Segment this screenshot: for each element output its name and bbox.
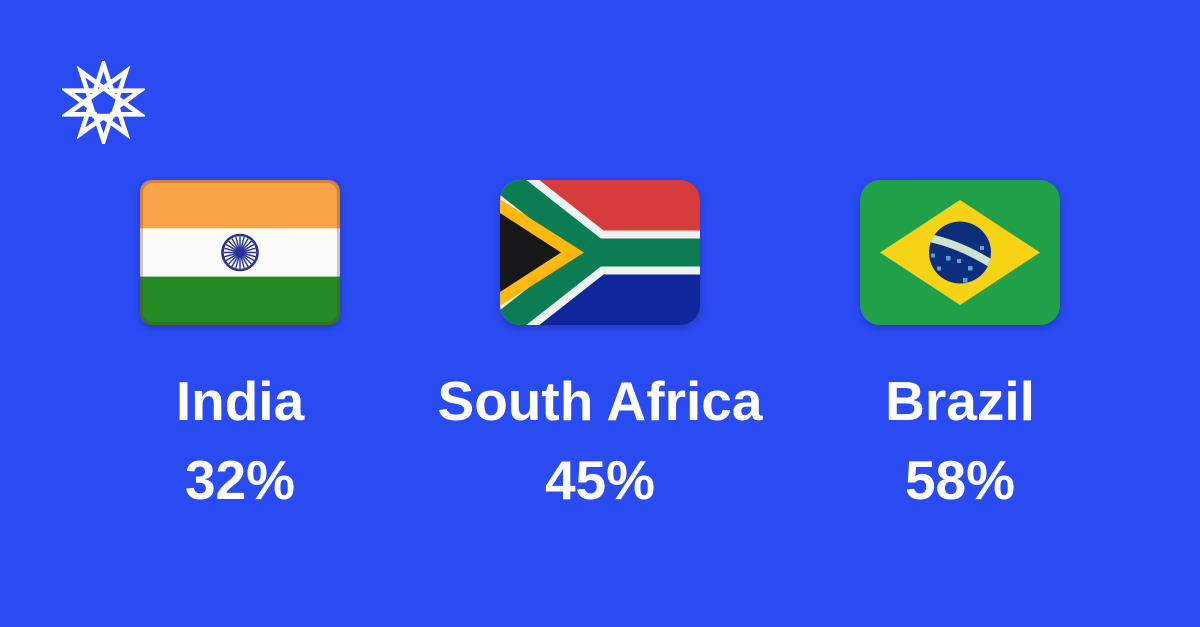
- percent-value: 32%: [184, 449, 296, 511]
- south-africa-flag-icon: [500, 180, 700, 325]
- stats-row: India 32% South Africa 45%: [60, 180, 1140, 509]
- country-label: South Africa: [437, 370, 763, 432]
- country-label: India: [175, 370, 305, 432]
- star-emblem-logo-icon: [62, 61, 145, 144]
- india-flag-icon: [140, 180, 340, 325]
- brazil-stars-icon: [931, 246, 984, 283]
- percent-value: 45%: [544, 449, 656, 511]
- country-label: Brazil: [885, 370, 1035, 432]
- stat-column-brazil: Brazil 58%: [780, 180, 1140, 509]
- stat-column-south-africa: South Africa 45%: [420, 180, 780, 509]
- brazil-flag-icon: [860, 180, 1060, 325]
- percent-value: 58%: [904, 449, 1016, 511]
- stat-column-india: India 32%: [60, 180, 420, 509]
